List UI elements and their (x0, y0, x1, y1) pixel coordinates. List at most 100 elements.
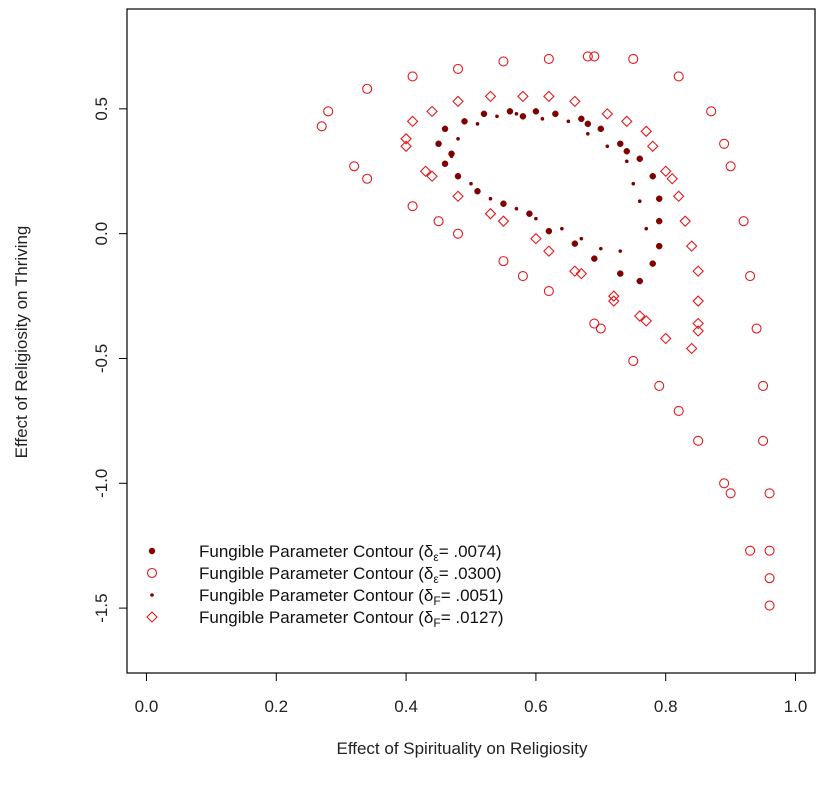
data-point (764, 488, 775, 499)
data-point (532, 108, 540, 115)
data-point (644, 226, 649, 231)
legend-label: Fungible Parameter Contour (δF= .0051) (199, 586, 504, 608)
data-point (692, 265, 704, 277)
data-point (655, 242, 663, 250)
data-point (591, 255, 598, 262)
data-point (673, 71, 684, 82)
data-point (617, 270, 624, 277)
legend-item: Fungible Parameter Contour (δε= .0074) (148, 542, 502, 564)
data-point (514, 206, 519, 211)
data-point (349, 161, 360, 172)
data-point (597, 125, 605, 133)
legend-marker (146, 611, 158, 623)
data-point (362, 173, 373, 184)
data-point (500, 200, 507, 207)
data-point (498, 256, 509, 267)
data-point (552, 110, 559, 118)
data-point (461, 118, 468, 125)
data-point (543, 53, 554, 64)
data-point (725, 161, 736, 172)
data-point (673, 405, 684, 416)
data-point (571, 240, 579, 247)
data-point (646, 140, 659, 153)
data-point (323, 106, 334, 117)
data-point (738, 216, 749, 227)
data-point (582, 51, 593, 62)
data-point (633, 310, 646, 322)
data-point (624, 159, 629, 164)
data-point (725, 488, 736, 499)
legend-label: Fungible Parameter Contour (δF= .0127) (199, 608, 504, 630)
data-point (400, 133, 412, 145)
data-point (575, 267, 588, 280)
data-point (631, 181, 636, 186)
data-point (685, 342, 698, 355)
data-point (362, 83, 373, 94)
data-point (441, 160, 449, 168)
data-point (514, 112, 519, 116)
data-point (517, 271, 528, 282)
data-point (534, 216, 538, 221)
data-point (692, 317, 704, 330)
x-axis-title: Effect of Spirituality on Religiosity (336, 739, 588, 758)
data-point (530, 232, 542, 245)
data-point (764, 573, 775, 584)
data-point (655, 195, 663, 202)
data-point (407, 71, 418, 82)
data-point (640, 315, 653, 327)
legend-marker (150, 593, 154, 597)
data-point (628, 355, 639, 367)
legend-item: Fungible Parameter Contour (δε= .0300) (146, 564, 502, 586)
data-point (608, 290, 620, 302)
y-tick-label: 0.0 (92, 222, 111, 246)
data-point (433, 216, 444, 227)
x-tick-label: 0.0 (135, 697, 159, 716)
data-point (484, 90, 497, 103)
data-point (452, 63, 464, 74)
data-point (419, 165, 432, 178)
data-point (672, 190, 685, 202)
legend-label: Fungible Parameter Contour (δε= .0074) (199, 542, 502, 564)
data-point (560, 226, 564, 231)
data-point (623, 148, 631, 155)
y-tick-label: -1.5 (92, 593, 111, 622)
data-point (654, 380, 665, 391)
data-point (566, 119, 571, 124)
data-point (649, 172, 656, 180)
series-3 (449, 112, 649, 253)
data-point (449, 154, 454, 159)
legend-marker (146, 567, 158, 579)
data-point (475, 122, 480, 126)
data-point (589, 318, 600, 329)
data-point (584, 120, 592, 128)
data-point (569, 265, 581, 277)
data-point (519, 113, 527, 120)
x-tick-label: 0.8 (654, 697, 678, 716)
data-point (452, 190, 464, 202)
data-point (719, 478, 730, 489)
data-point (764, 600, 775, 611)
data-point (400, 140, 412, 153)
data-points (316, 51, 775, 611)
data-point (589, 51, 600, 62)
data-point (692, 325, 704, 337)
x-tick-label: 0.2 (264, 697, 288, 716)
data-point (608, 295, 620, 307)
data-point (469, 181, 473, 186)
legend: Fungible Parameter Contour (δε= .0074)Fu… (146, 542, 504, 630)
data-point (628, 53, 639, 64)
data-point (578, 115, 585, 123)
x-tick-label: 0.6 (524, 697, 548, 716)
data-point (579, 236, 584, 241)
data-point (649, 260, 656, 267)
y-axis-title: Effect of Religiosity on Thriving (12, 226, 31, 459)
data-point (517, 90, 529, 103)
data-point (316, 121, 327, 132)
data-point (599, 246, 603, 251)
data-point (426, 105, 438, 118)
data-point (495, 114, 499, 119)
legend-item: Fungible Parameter Contour (δF= .0051) (150, 586, 504, 608)
data-point (543, 90, 555, 103)
